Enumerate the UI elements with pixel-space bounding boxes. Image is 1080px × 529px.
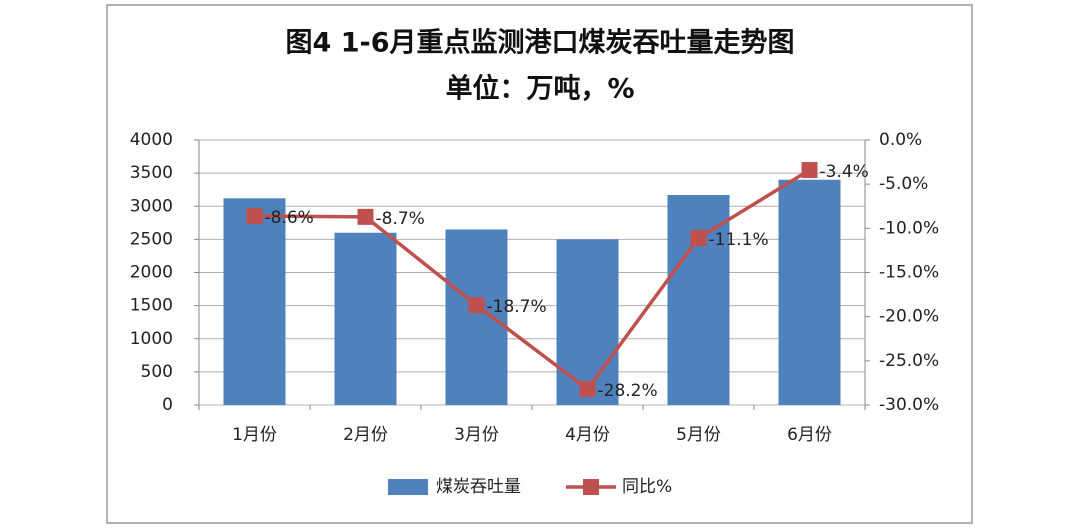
y-tick-label: 1500 [130, 296, 173, 316]
chart-subtitle: 单位：万吨，% [445, 73, 634, 105]
y2-tick-label: -20.0% [879, 307, 939, 327]
y-tick-label: 4000 [130, 130, 173, 150]
data-label: -28.2% [598, 381, 658, 401]
bar [778, 179, 841, 405]
x-tick-label: 5月份 [676, 425, 721, 445]
y2-tick-label: -10.0% [879, 218, 939, 238]
bar [445, 229, 508, 405]
data-label: -18.7% [487, 297, 547, 317]
legend-label: 同比% [622, 477, 672, 497]
y2-tick-label: -30.0% [879, 395, 939, 415]
x-tick-label: 2月份 [343, 425, 388, 445]
data-label: -8.7% [376, 209, 425, 229]
legend-marker [583, 479, 599, 495]
bar [223, 198, 286, 405]
y-tick-label: 3500 [130, 163, 173, 183]
marker [579, 381, 596, 398]
bar [556, 239, 619, 405]
x-tick-label: 1月份 [232, 425, 277, 445]
data-label: -11.1% [709, 230, 769, 250]
line [254, 168, 811, 392]
bar [334, 232, 397, 405]
y-tick-label: 2000 [130, 263, 173, 283]
marker [468, 297, 485, 314]
y2-tick-label: -5.0% [879, 174, 928, 194]
x-tick-label: 4月份 [565, 425, 610, 445]
y2-tick-label: 0.0% [879, 130, 922, 150]
data-label: -3.4% [820, 162, 869, 182]
marker [357, 208, 374, 225]
marker [246, 207, 263, 224]
y-tick-label: 500 [141, 362, 173, 382]
marker [801, 162, 818, 179]
bar [667, 194, 730, 405]
marker [690, 230, 707, 247]
legend-swatch [388, 479, 428, 495]
legend-label: 煤炭吞吐量 [436, 477, 521, 497]
y2-tick-label: -15.0% [879, 263, 939, 283]
y-tick-label: 3000 [130, 196, 173, 216]
y-tick-label: 2500 [130, 229, 173, 249]
y-tick-label: 1000 [130, 329, 173, 349]
x-tick-label: 6月份 [787, 425, 832, 445]
chart-title: 图4 1-6月重点监测港口煤炭吞吐量走势图 [286, 28, 795, 59]
x-tick-label: 3月份 [454, 425, 499, 445]
y2-tick-label: -25.0% [879, 351, 939, 371]
data-label: -8.6% [265, 208, 314, 228]
y-tick-label: 0 [162, 395, 173, 415]
